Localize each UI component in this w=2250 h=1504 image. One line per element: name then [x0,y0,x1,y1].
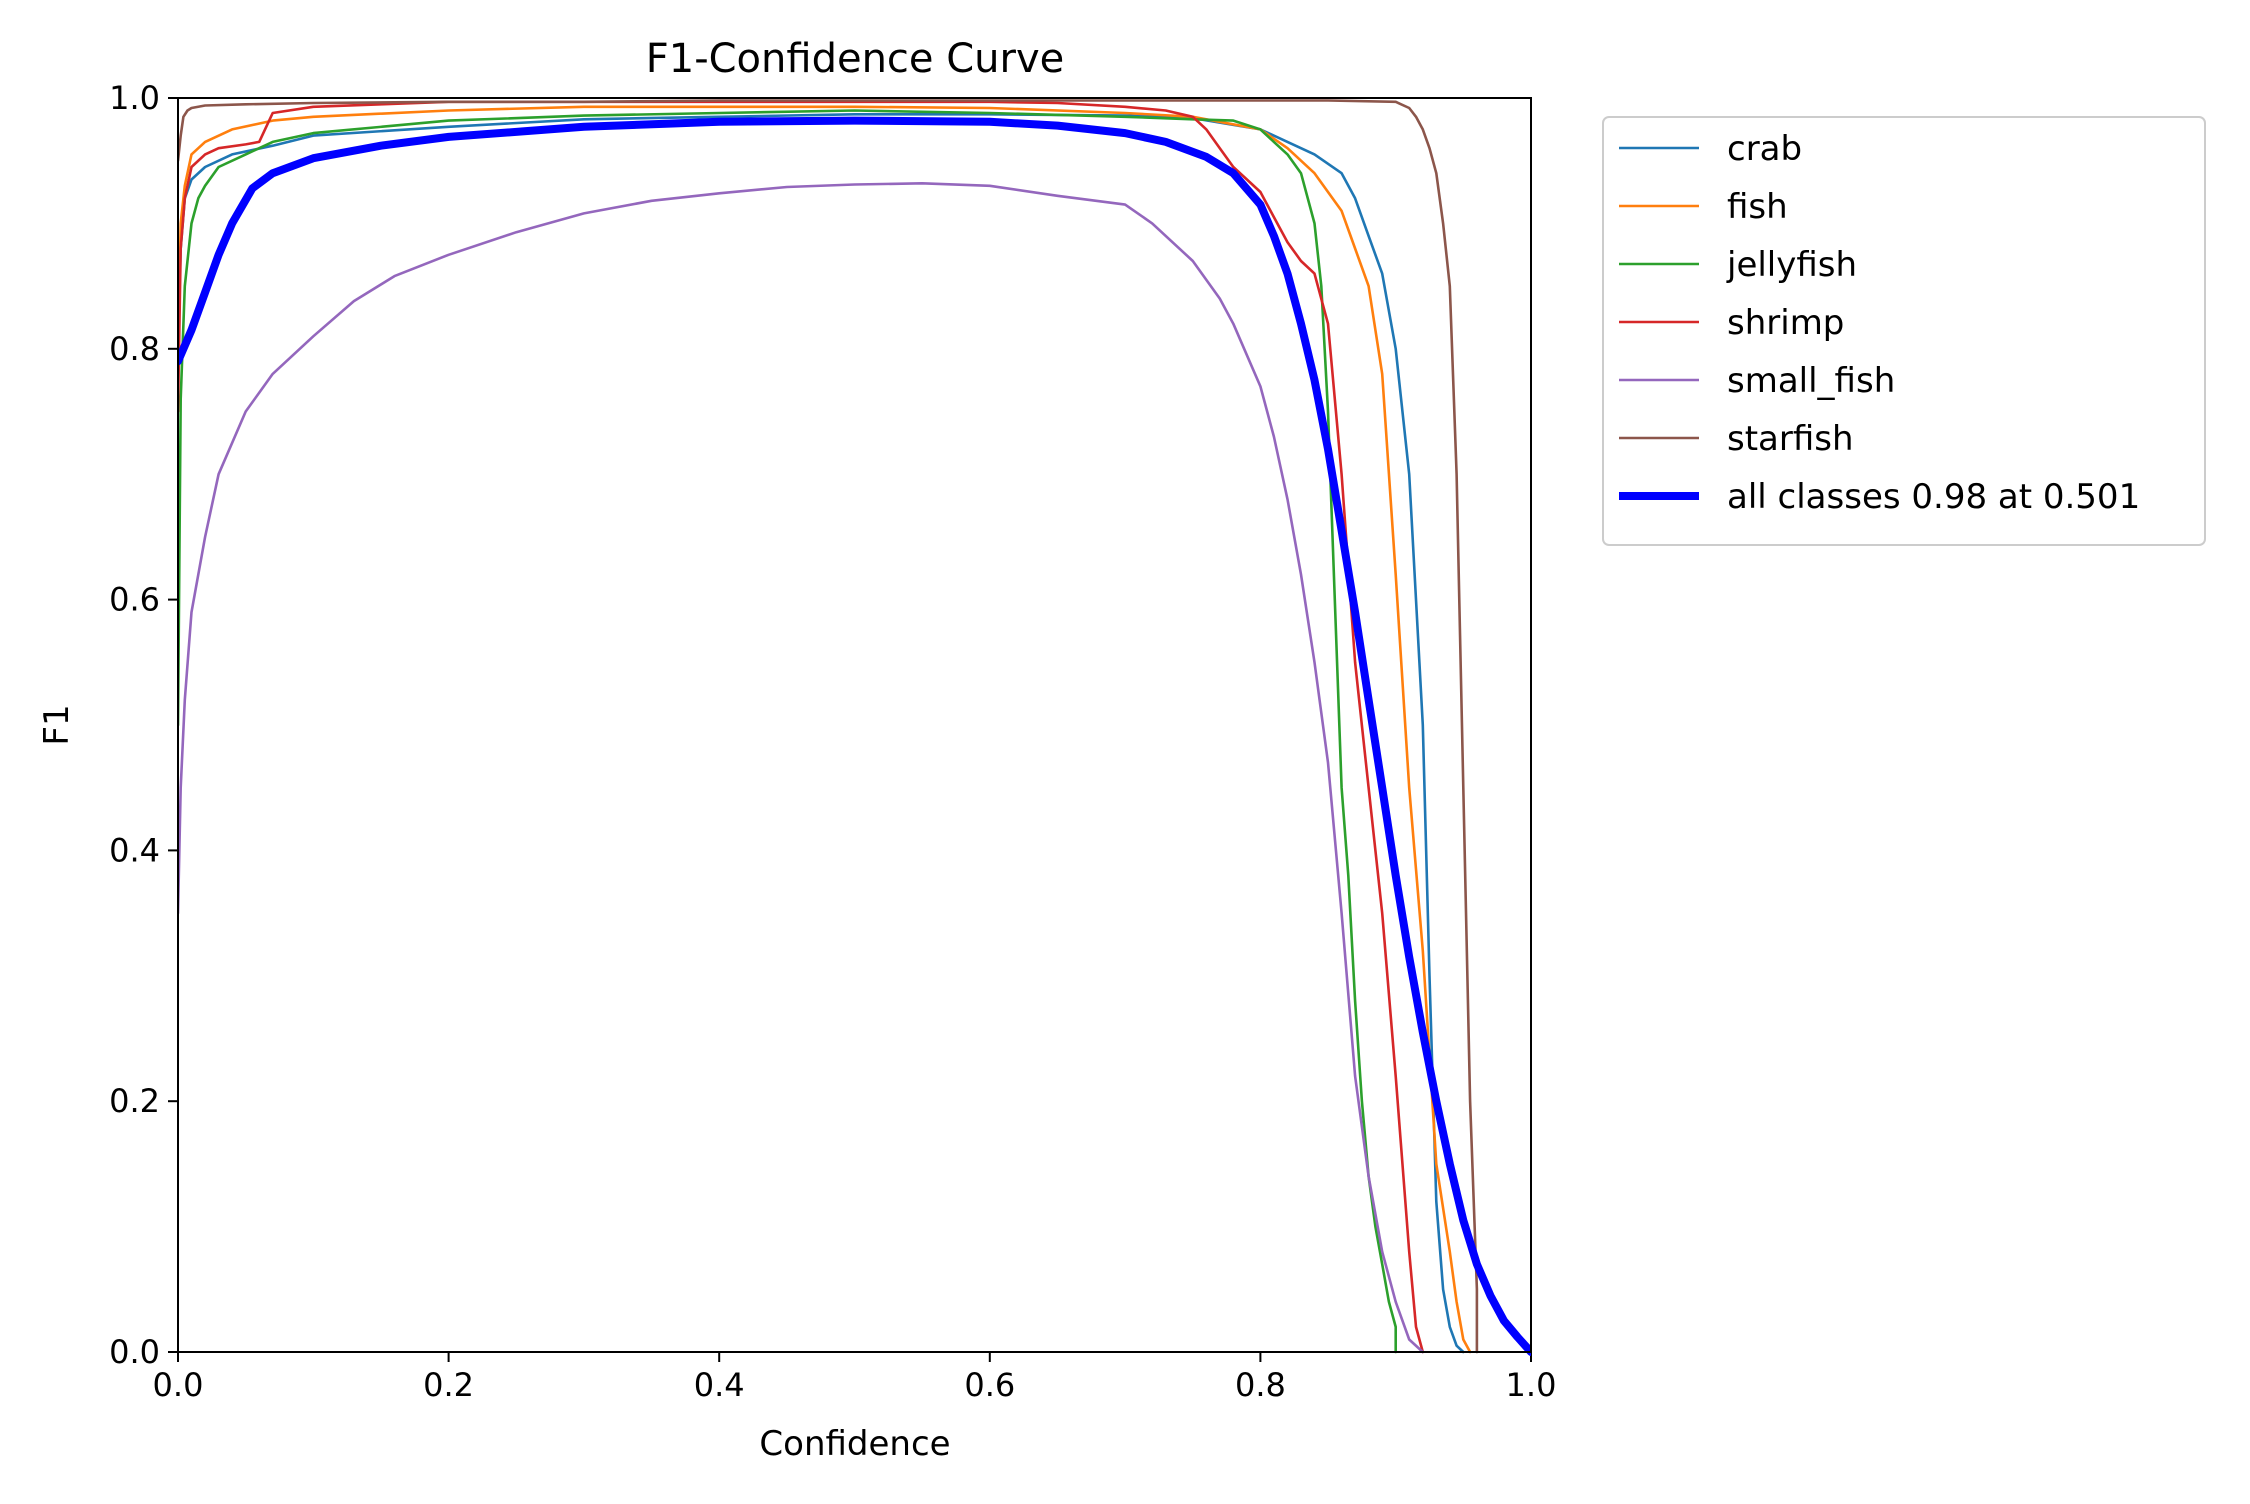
y-tick-label: 0.2 [109,1082,160,1120]
legend: crab fish jellyfish shrimp small_fishstarfis… [1602,116,2206,546]
plot-frame [177,97,1532,1353]
legend-label-shrimp: shrimp [1727,303,1844,343]
y-tick-label: 0.6 [109,581,160,619]
x-tick-label: 0.6 [964,1366,1015,1404]
x-tick-label: 1.0 [1506,1366,1557,1404]
series-line-shrimp [178,100,1425,1354]
y-axis-label: F1 [37,704,77,745]
legend-label-fish: fish [1727,187,1788,227]
x-axis-label: Confidence [759,1424,950,1464]
y-tick-label: 0.8 [109,330,160,368]
y-tick-label: 1.0 [109,79,160,117]
series-line-jellyfish [178,109,1397,1354]
series-layer [178,99,1531,1356]
series-line-small-fish [178,182,1425,1354]
legend-label-starfish: starfish [1727,419,1854,459]
x-tick-label: 0.2 [423,1366,474,1404]
legend-label-small-fish: small_fish [1727,361,1895,401]
x-tick-label: 0.4 [694,1366,745,1404]
axis-ticks: 0.0 0.2 0.4 0.6 0.8 1.0 0.0 0.2 0.4 0.6 0.8 1.0 [109,79,1556,1404]
chart-title: F1-Confidence Curve [646,36,1065,82]
series-line-starfish [178,99,1479,1354]
y-tick-label: 0.0 [109,1333,160,1371]
y-tick-label: 0.4 [109,831,160,869]
legend-label-crab: crab [1727,129,1802,169]
legend-label-all: all classes 0.98 at 0.501 [1727,477,2140,517]
x-tick-label: 0.8 [1235,1366,1286,1404]
legend-label-jellyfish: jellyfish [1726,245,1857,285]
x-tick-label: 0.0 [153,1366,204,1404]
legend-box [1602,116,2206,546]
series-line-all [178,116,1531,1356]
